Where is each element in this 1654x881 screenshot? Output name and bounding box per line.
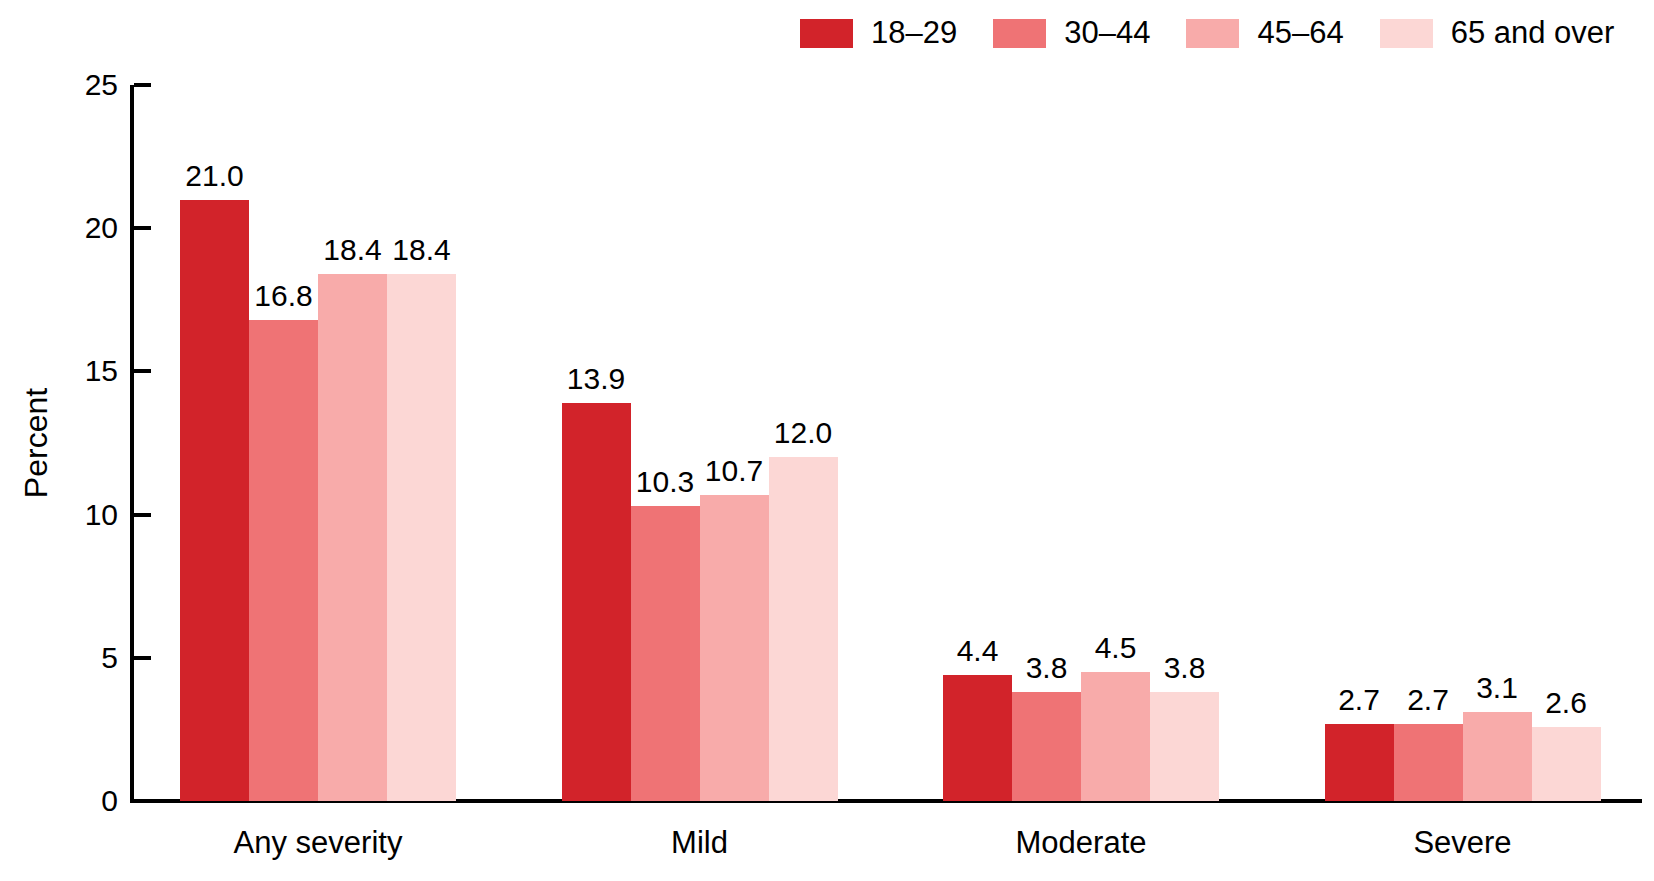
y-tick-label: 20	[0, 211, 118, 245]
bar-value-label: 18.4	[323, 234, 381, 266]
bar-chart: Percent 0 5 10 15 20 25 21.0 16.8 18.4 18.4 13.9 1…	[0, 0, 1654, 881]
legend-label: 45–64	[1257, 16, 1343, 50]
y-tick-label: 5	[0, 641, 118, 675]
legend-swatch	[1380, 19, 1433, 48]
bar-value-label: 10.3	[636, 466, 694, 498]
legend-swatch	[800, 19, 853, 48]
bar-value-label: 4.4	[957, 635, 999, 667]
bar-value-label: 18.4	[392, 234, 450, 266]
bar-value-label: 4.5	[1095, 632, 1137, 664]
bar	[1081, 672, 1150, 801]
bar-value-label: 13.9	[567, 363, 625, 395]
bar	[180, 200, 249, 801]
y-tick-label: 0	[0, 784, 118, 818]
bar	[1532, 727, 1601, 801]
category-label: Mild	[671, 826, 728, 860]
bar-value-label: 10.7	[705, 455, 763, 487]
y-tick-label: 25	[0, 68, 118, 102]
y-tick-label: 10	[0, 498, 118, 532]
category-label: Moderate	[1016, 826, 1147, 860]
bar-value-label: 12.0	[774, 417, 832, 449]
bar	[769, 457, 838, 801]
bar-value-label: 2.6	[1545, 687, 1587, 719]
bar	[1012, 692, 1081, 801]
legend: 18–29 30–44 45–64 65 and over	[800, 16, 1614, 50]
bar	[1394, 724, 1463, 801]
y-tick-mark	[134, 656, 151, 660]
bar	[249, 320, 318, 801]
bar-value-label: 2.7	[1407, 684, 1449, 716]
y-tick-label: 15	[0, 354, 118, 388]
bar-value-label: 3.8	[1164, 652, 1206, 684]
legend-item: 45–64	[1186, 16, 1343, 50]
legend-item: 18–29	[800, 16, 957, 50]
legend-swatch	[1186, 19, 1239, 48]
bar	[562, 403, 631, 801]
bar	[1325, 724, 1394, 801]
bar-value-label: 21.0	[185, 160, 243, 192]
bar-value-label: 3.1	[1476, 672, 1518, 704]
y-tick-mark	[134, 226, 151, 230]
bar	[1463, 712, 1532, 801]
bar	[318, 274, 387, 801]
bar	[1150, 692, 1219, 801]
bar	[700, 495, 769, 801]
legend-swatch	[993, 19, 1046, 48]
bar-value-label: 16.8	[254, 280, 312, 312]
legend-item: 30–44	[993, 16, 1150, 50]
bar	[943, 675, 1012, 801]
y-tick-mark	[134, 513, 151, 517]
legend-label: 65 and over	[1451, 16, 1615, 50]
bar-value-label: 2.7	[1338, 684, 1380, 716]
category-label: Any severity	[234, 826, 403, 860]
y-axis-line	[130, 85, 134, 803]
bar	[387, 274, 456, 801]
y-tick-mark	[134, 83, 151, 87]
legend-label: 18–29	[871, 16, 957, 50]
bar-value-label: 3.8	[1026, 652, 1068, 684]
legend-item: 65 and over	[1380, 16, 1615, 50]
y-tick-mark	[134, 369, 151, 373]
category-label: Severe	[1413, 826, 1511, 860]
bar	[631, 506, 700, 801]
y-axis-title: Percent	[18, 388, 55, 498]
legend-label: 30–44	[1064, 16, 1150, 50]
